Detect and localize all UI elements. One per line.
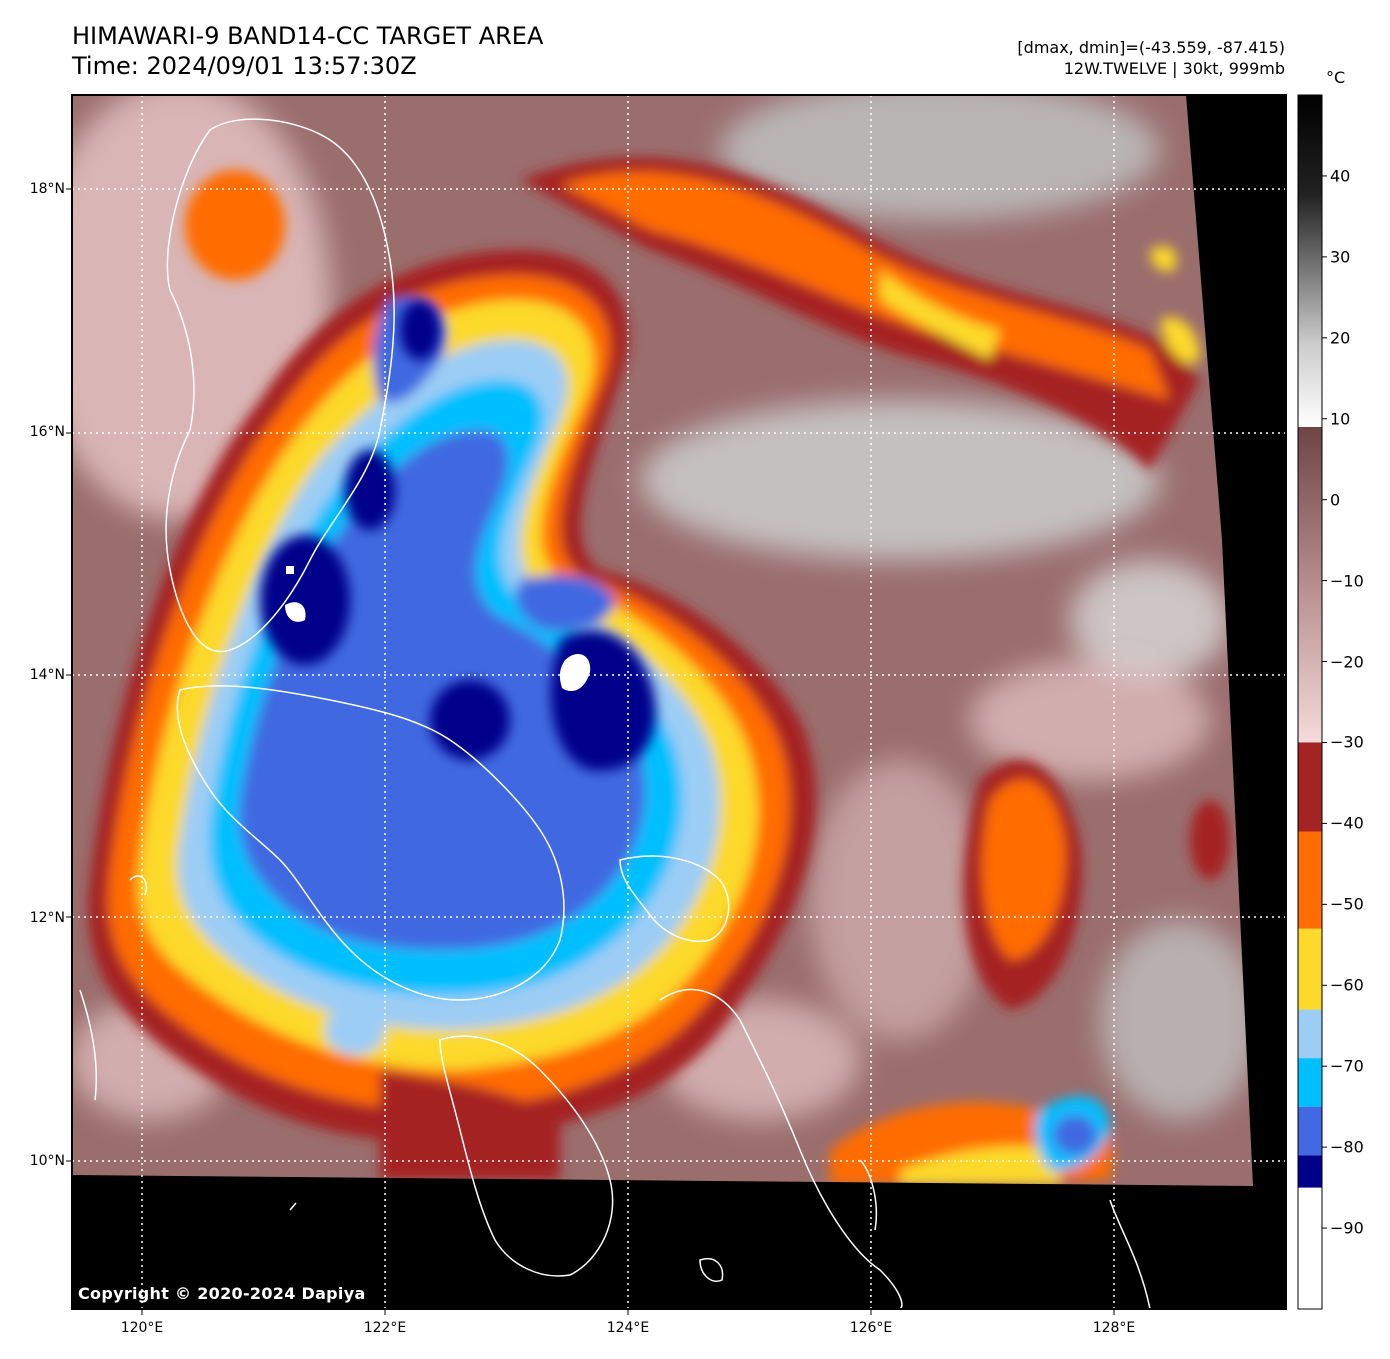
latitude-label: 10°N	[29, 1153, 65, 1169]
colorbar-tick-label: −70	[1330, 1056, 1364, 1076]
graticule	[72, 95, 1286, 1309]
axis-ticks	[66, 188, 1115, 1315]
colorbar-cloud-segment	[1298, 427, 1322, 748]
longitude-label: 128°E	[1092, 1320, 1136, 1336]
latitude-label: 14°N	[29, 667, 65, 683]
storm-info: 12W.TWELVE | 30kt, 999mb	[1063, 59, 1285, 78]
latitude-label: 12°N	[29, 910, 65, 926]
colorbar-tick-label: 30	[1330, 247, 1351, 267]
colorbar-band	[1298, 1009, 1322, 1059]
colorbar-tick-label: 20	[1330, 328, 1351, 348]
timestamp: Time: 2024/09/01 13:57:30Z	[72, 52, 417, 80]
latitude-label: 18°N	[29, 181, 65, 197]
colorbar-tick-label: 0	[1330, 490, 1341, 510]
temperature-range: [dmax, dmin]=(-43.559, -87.415)	[1017, 38, 1285, 57]
colorbar-band	[1298, 831, 1322, 929]
colorbar-unit: °C	[1326, 68, 1346, 87]
colorbar-frame	[1297, 94, 1323, 1310]
imagery-layer	[72, 95, 1286, 1309]
colorbar-tick-label: −50	[1330, 894, 1364, 914]
colorbar-tick-label: −20	[1330, 652, 1364, 672]
longitude-label: 124°E	[606, 1320, 650, 1336]
product-title: HIMAWARI-9 BAND14-CC TARGET AREA	[72, 22, 544, 50]
colorbar-tick-label: 10	[1330, 409, 1351, 429]
colorbar-band	[1298, 1106, 1322, 1156]
colorbar-band	[1298, 1187, 1322, 1309]
longitude-label: 126°E	[849, 1320, 893, 1336]
latitude-label: 16°N	[29, 424, 65, 440]
colorbar-tick-label: −40	[1330, 813, 1364, 833]
coastline	[79, 118, 1151, 1309]
colorbar-tick-label: 40	[1330, 166, 1351, 186]
colorbar-tick-label: −80	[1330, 1137, 1364, 1157]
colorbar-warm-segment	[1298, 95, 1322, 427]
longitude-label: 120°E	[120, 1320, 164, 1336]
colorbar-band	[1298, 928, 1322, 1010]
colorbar-band	[1298, 1058, 1322, 1107]
longitude-label: 122°E	[363, 1320, 407, 1336]
colorbar-band	[1298, 742, 1322, 832]
colorbar-tick-label: −10	[1330, 571, 1364, 591]
colorbar	[1297, 94, 1327, 1310]
copyright-text: Copyright © 2020-2024 Dapiya	[78, 1284, 366, 1303]
colorbar-tick-label: −60	[1330, 975, 1364, 995]
colorbar-tick-label: −30	[1330, 732, 1364, 752]
plot-frame	[71, 94, 1287, 1310]
colorbar-band	[1298, 1155, 1322, 1188]
colorbar-tick-label: −90	[1330, 1218, 1364, 1238]
